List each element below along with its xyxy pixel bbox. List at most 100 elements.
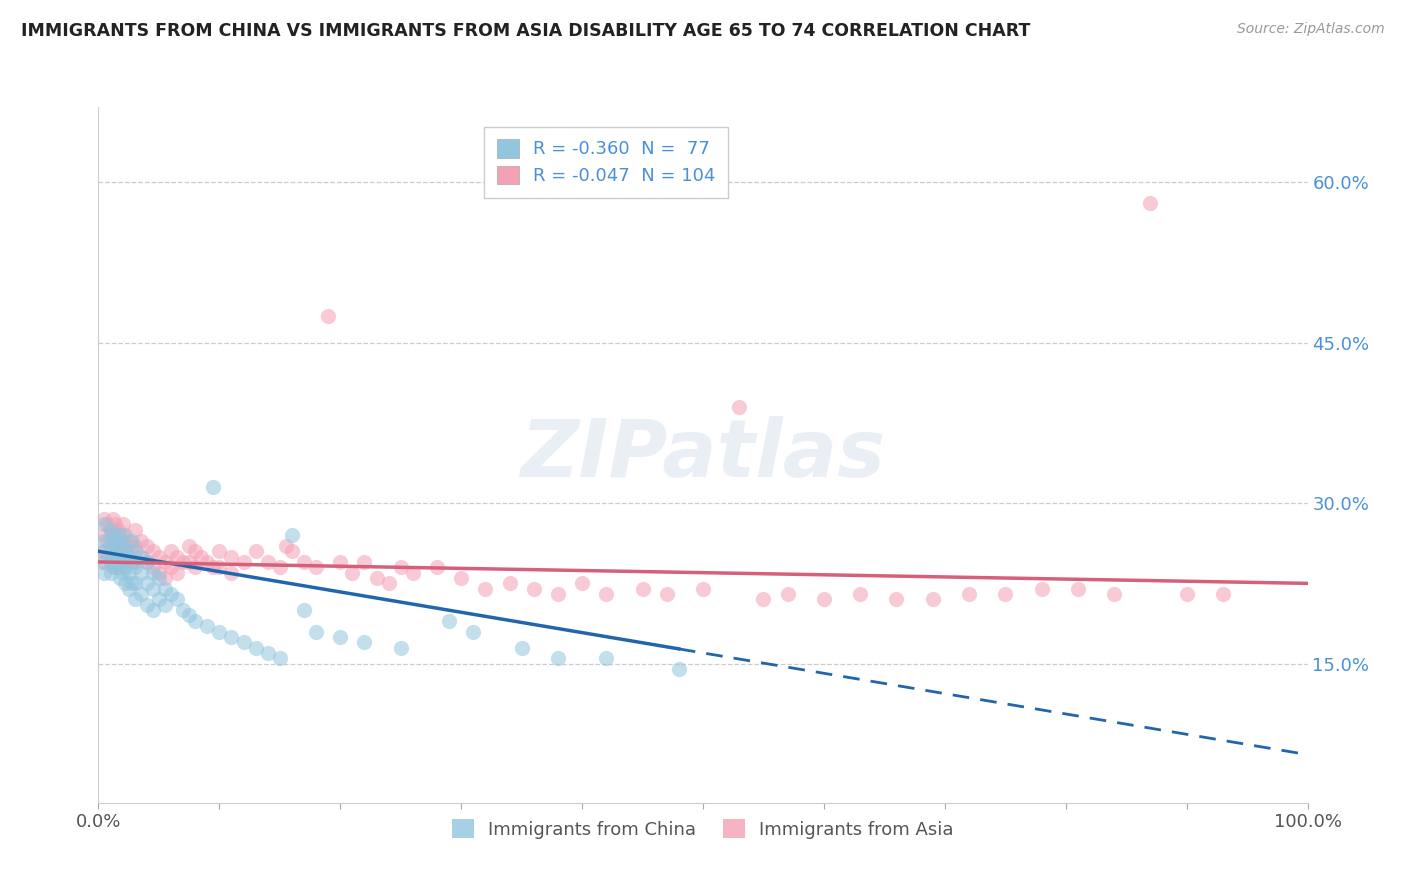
Point: [849, 587, 872, 601]
Point: [96, 533, 118, 548]
Point: [104, 560, 127, 574]
Point: [281, 544, 304, 558]
Point: [668, 662, 690, 676]
Point: [245, 544, 267, 558]
Point: [329, 630, 352, 644]
Point: [104, 533, 127, 548]
Point: [292, 555, 315, 569]
Point: [208, 544, 231, 558]
Point: [111, 555, 134, 569]
Point: [316, 309, 339, 323]
Point: [208, 624, 231, 639]
Point: [329, 555, 352, 569]
Point: [100, 544, 122, 558]
Point: [107, 539, 129, 553]
Point: [160, 544, 183, 558]
Point: [221, 549, 243, 564]
Point: [426, 560, 449, 574]
Point: [142, 603, 165, 617]
Point: [921, 592, 943, 607]
Point: [101, 512, 124, 526]
Point: [179, 608, 201, 623]
Point: [135, 539, 157, 553]
Point: [1212, 587, 1234, 601]
Text: ZIPatlas: ZIPatlas: [520, 416, 886, 494]
Point: [108, 560, 131, 574]
Point: [135, 555, 157, 569]
Point: [655, 587, 678, 601]
Point: [93, 533, 115, 548]
Point: [342, 566, 364, 580]
Point: [93, 528, 115, 542]
Point: [179, 539, 201, 553]
Point: [111, 533, 134, 548]
Point: [100, 555, 122, 569]
Point: [184, 614, 207, 628]
Point: [153, 571, 176, 585]
Point: [124, 539, 146, 553]
Point: [1031, 582, 1053, 596]
Point: [172, 555, 194, 569]
Point: [129, 533, 152, 548]
Point: [166, 592, 188, 607]
Point: [232, 555, 254, 569]
Point: [256, 646, 278, 660]
Point: [111, 528, 134, 542]
Point: [142, 560, 165, 574]
Point: [114, 528, 136, 542]
Point: [269, 651, 291, 665]
Point: [108, 544, 131, 558]
Point: [124, 576, 146, 591]
Point: [595, 587, 617, 601]
Point: [148, 592, 170, 607]
Point: [221, 566, 243, 580]
Point: [118, 549, 141, 564]
Point: [523, 582, 546, 596]
Point: [124, 523, 146, 537]
Point: [353, 635, 375, 649]
Point: [160, 560, 183, 574]
Point: [752, 592, 775, 607]
Point: [547, 651, 569, 665]
Point: [104, 549, 127, 564]
Point: [886, 592, 908, 607]
Text: Source: ZipAtlas.com: Source: ZipAtlas.com: [1237, 22, 1385, 37]
Point: [202, 560, 225, 574]
Point: [153, 555, 176, 569]
Point: [463, 624, 485, 639]
Point: [195, 619, 218, 633]
Point: [101, 539, 124, 553]
Point: [101, 528, 124, 542]
Point: [101, 560, 124, 574]
Point: [93, 555, 115, 569]
Point: [153, 598, 176, 612]
Point: [101, 528, 124, 542]
Point: [221, 630, 243, 644]
Point: [107, 560, 129, 574]
Point: [124, 544, 146, 558]
Point: [104, 517, 127, 532]
Point: [100, 533, 122, 548]
Point: [111, 549, 134, 564]
Point: [547, 587, 569, 601]
Point: [121, 555, 143, 569]
Point: [124, 555, 146, 569]
Point: [93, 544, 115, 558]
Point: [100, 566, 122, 580]
Point: [118, 533, 141, 548]
Point: [776, 587, 799, 601]
Point: [245, 640, 267, 655]
Point: [93, 544, 115, 558]
Point: [135, 598, 157, 612]
Point: [108, 571, 131, 585]
Point: [353, 555, 375, 569]
Point: [121, 555, 143, 569]
Point: [135, 555, 157, 569]
Point: [107, 544, 129, 558]
Point: [111, 539, 134, 553]
Point: [93, 555, 115, 569]
Point: [437, 614, 460, 628]
Point: [148, 549, 170, 564]
Point: [129, 549, 152, 564]
Point: [142, 582, 165, 596]
